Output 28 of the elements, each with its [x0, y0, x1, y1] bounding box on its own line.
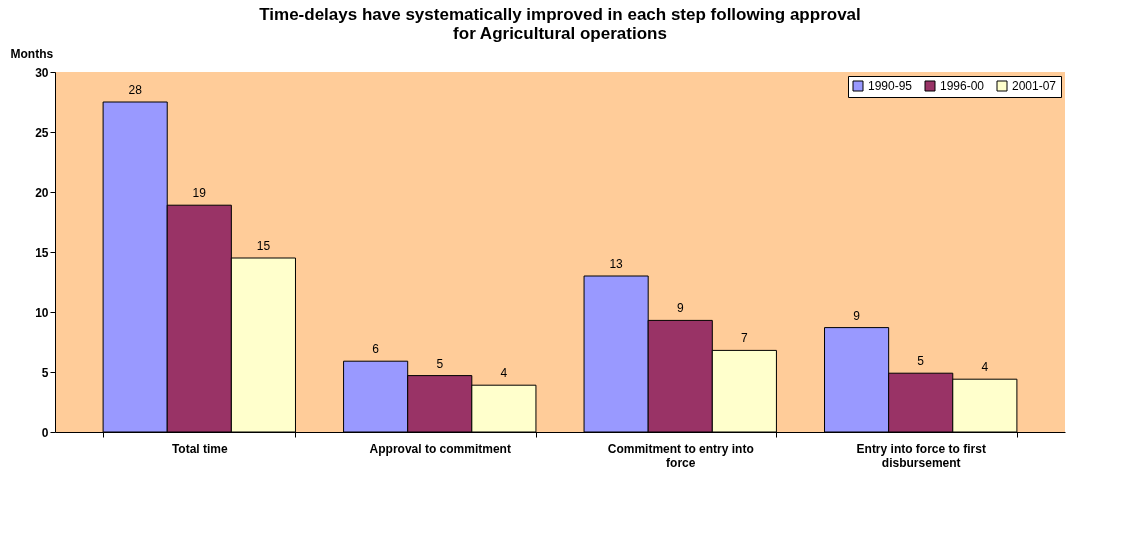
legend-label: 1996-00 [940, 79, 985, 93]
y-tick-label: 20 [35, 185, 49, 200]
chart-title: Time-delays have systematically improved in each step following approval for Agricultural operations [259, 5, 861, 43]
y-tick-label: 0 [41, 425, 49, 440]
data-label: 19 [192, 186, 207, 201]
data-label: 4 [981, 360, 989, 375]
y-tick-label: 10 [35, 305, 49, 320]
data-label: 13 [609, 257, 624, 271]
data-label: 4 [500, 366, 508, 381]
x-tick-label: Commitment to entry into force [607, 441, 754, 470]
x-tick-label: Entry into force to first disbursement [856, 441, 986, 470]
data-label: 28 [128, 83, 143, 97]
x-tick-label: Total time [171, 441, 228, 456]
y-axis-title: Months [10, 46, 54, 61]
data-label: 5 [436, 356, 444, 371]
data-label: 6 [372, 342, 380, 357]
y-tick-label: 30 [35, 65, 49, 80]
data-label: 9 [853, 308, 861, 323]
data-label: 15 [256, 239, 271, 253]
legend-label: 2001-07 [1012, 79, 1057, 93]
y-tick-label: 15 [35, 245, 49, 260]
data-label: 5 [917, 354, 925, 369]
data-label: 7 [741, 331, 749, 346]
legend-label: 1990-95 [868, 79, 913, 93]
x-tick-label: Approval to commitment [369, 441, 511, 456]
y-tick-label: 25 [35, 125, 49, 140]
y-tick-label: 5 [41, 365, 49, 380]
data-label: 9 [676, 301, 684, 316]
